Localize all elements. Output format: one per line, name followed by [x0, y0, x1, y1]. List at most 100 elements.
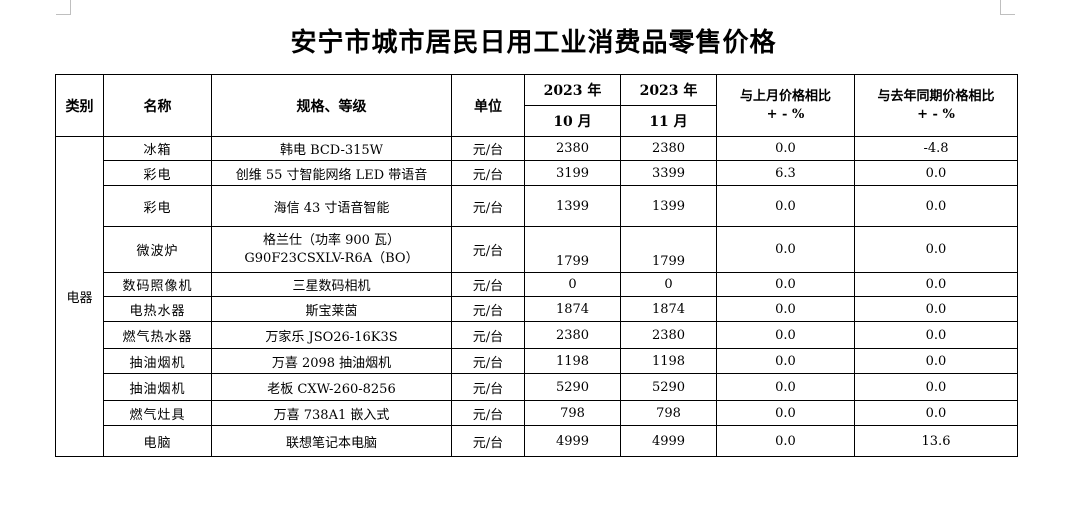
- change-yoy: 0.0: [854, 321, 1018, 349]
- table-row: 数码照像机 三星数码相机 元/台 0 0 0.0 0.0: [56, 272, 1018, 297]
- table-row: 抽油烟机 老板 CXW-260-8256 元/台 5290 5290 0.0 0…: [56, 373, 1018, 401]
- change-mom: 0.0: [716, 296, 855, 322]
- price-nov: 1399: [620, 185, 717, 227]
- item-name: 抽油烟机: [103, 348, 212, 374]
- price-nov: 0: [620, 272, 717, 297]
- item-name: 微波炉: [103, 226, 212, 273]
- table-row: 电器 冰箱 韩电 BCD-315W 元/台 2380 2380 0.0 -4.8: [55, 136, 1018, 457]
- header-row-2: 10 月 11 月: [56, 105, 1018, 137]
- header-yoy-label: 与去年同期价格相比: [877, 88, 995, 104]
- item-name: 数码照像机: [103, 272, 212, 297]
- item-name: 冰箱: [103, 136, 212, 161]
- change-yoy: 0.0: [854, 226, 1018, 273]
- table-row: 微波炉 格兰仕（功率 900 瓦） G90F23CSXLV-R6A（BO） 元/…: [56, 226, 1018, 273]
- item-unit: 元/台: [451, 425, 525, 457]
- item-unit: 元/台: [451, 321, 525, 349]
- item-spec: 万家乐 JSO26-16K3S: [211, 321, 452, 349]
- item-spec: 海信 43 寸语音智能: [211, 185, 452, 227]
- header-category: 类别: [55, 74, 104, 137]
- header-row-1: 类别 名称 规格、等级 单位 2023 年 2023 年 与上月价格相比 + -…: [55, 74, 1018, 137]
- price-nov: 798: [620, 400, 717, 426]
- table-row: 电热水器 斯宝莱茵 元/台 1874 1874 0.0 0.0: [56, 296, 1018, 322]
- change-mom: 0.0: [716, 226, 855, 273]
- item-unit: 元/台: [451, 373, 525, 401]
- price-nov: 2380: [620, 136, 717, 161]
- item-spec: 格兰仕（功率 900 瓦） G90F23CSXLV-R6A（BO）: [211, 226, 452, 273]
- header-year-nov: 2023 年: [620, 74, 717, 106]
- price-nov: 1198: [620, 348, 717, 374]
- change-yoy: 0.0: [854, 160, 1018, 186]
- item-unit: 元/台: [451, 136, 525, 161]
- price-oct: 1874: [524, 296, 621, 322]
- price-nov: 5290: [620, 373, 717, 401]
- item-unit: 元/台: [451, 296, 525, 322]
- item-unit: 元/台: [451, 272, 525, 297]
- corner-mark-left: [56, 0, 71, 15]
- price-nov: 2380: [620, 321, 717, 349]
- item-spec: 万喜 738A1 嵌入式: [211, 400, 452, 426]
- corner-mark-right: [1000, 0, 1015, 15]
- item-spec: 万喜 2098 抽油烟机: [211, 348, 452, 374]
- table-row: 彩电 海信 43 寸语音智能 元/台 1399 1399 0.0 0.0: [56, 185, 1018, 227]
- price-oct: 1198: [524, 348, 621, 374]
- header-yoy-unit: + - %: [917, 106, 955, 122]
- price-oct: 2380: [524, 136, 621, 161]
- item-name: 燃气灶具: [103, 400, 212, 426]
- table-row: 彩电 创维 55 寸智能网络 LED 带语音 元/台 3199 3399 6.3…: [56, 160, 1018, 186]
- price-oct: 1799: [524, 226, 621, 273]
- price-oct: 4999: [524, 425, 621, 457]
- price-oct: 1399: [524, 185, 621, 227]
- item-spec: 斯宝莱茵: [211, 296, 452, 322]
- change-yoy: -4.8: [854, 136, 1018, 161]
- change-mom: 0.0: [716, 136, 855, 161]
- change-mom: 0.0: [716, 272, 855, 297]
- header-month-oct: 10 月: [524, 105, 621, 137]
- price-oct: 0: [524, 272, 621, 297]
- price-oct: 3199: [524, 160, 621, 186]
- item-spec-line-1: 格兰仕（功率 900 瓦）: [262, 232, 401, 248]
- price-oct: 2380: [524, 321, 621, 349]
- item-name: 彩电: [103, 160, 212, 186]
- document-title: 安宁市城市居民日用工业消费品零售价格: [290, 28, 777, 58]
- item-name: 燃气热水器: [103, 321, 212, 349]
- change-mom: 0.0: [716, 400, 855, 426]
- header-month-nov: 11 月: [620, 105, 717, 137]
- price-nov: 1874: [620, 296, 717, 322]
- table-row: 燃气灶具 万喜 738A1 嵌入式 元/台 798 798 0.0 0.0: [56, 400, 1018, 426]
- change-mom: 6.3: [716, 160, 855, 186]
- item-spec: 韩电 BCD-315W: [211, 136, 452, 161]
- item-spec: 老板 CXW-260-8256: [211, 373, 452, 401]
- header-mom-unit: + - %: [766, 106, 805, 122]
- header-mom-label: 与上月价格相比: [739, 88, 831, 104]
- change-yoy: 0.0: [854, 296, 1018, 322]
- header-unit: 单位: [451, 74, 525, 137]
- change-mom: 0.0: [716, 373, 855, 401]
- header-month-over-month: 与上月价格相比 + - %: [716, 74, 855, 137]
- price-oct: 5290: [524, 373, 621, 401]
- item-unit: 元/台: [451, 226, 525, 273]
- header-year-oct: 2023 年: [524, 74, 621, 106]
- item-unit: 元/台: [451, 348, 525, 374]
- item-unit: 元/台: [451, 160, 525, 186]
- price-nov: 4999: [620, 425, 717, 457]
- item-spec: 联想笔记本电脑: [211, 425, 452, 457]
- item-spec: 创维 55 寸智能网络 LED 带语音: [211, 160, 452, 186]
- table-row: 抽油烟机 万喜 2098 抽油烟机 元/台 1198 1198 0.0 0.0: [56, 348, 1018, 374]
- price-nov: 3399: [620, 160, 717, 186]
- item-spec-line-2: G90F23CSXLV-R6A（BO）: [244, 250, 419, 266]
- change-yoy: 0.0: [854, 348, 1018, 374]
- change-yoy: 13.6: [854, 425, 1018, 457]
- item-unit: 元/台: [451, 400, 525, 426]
- price-oct: 798: [524, 400, 621, 426]
- header-spec: 规格、等级: [211, 74, 452, 137]
- item-name: 抽油烟机: [103, 373, 212, 401]
- price-nov: 1799: [620, 226, 717, 273]
- change-yoy: 0.0: [854, 373, 1018, 401]
- change-yoy: 0.0: [854, 400, 1018, 426]
- change-mom: 0.0: [716, 425, 855, 457]
- table-row: 电脑 联想笔记本电脑 元/台 4999 4999 0.0 13.6: [56, 425, 1018, 457]
- item-name: 电脑: [103, 425, 212, 457]
- item-spec: 三星数码相机: [211, 272, 452, 297]
- price-table: 类别 名称 规格、等级 单位 2023 年 2023 年 与上月价格相比 + -…: [55, 74, 1018, 457]
- change-mom: 0.0: [716, 348, 855, 374]
